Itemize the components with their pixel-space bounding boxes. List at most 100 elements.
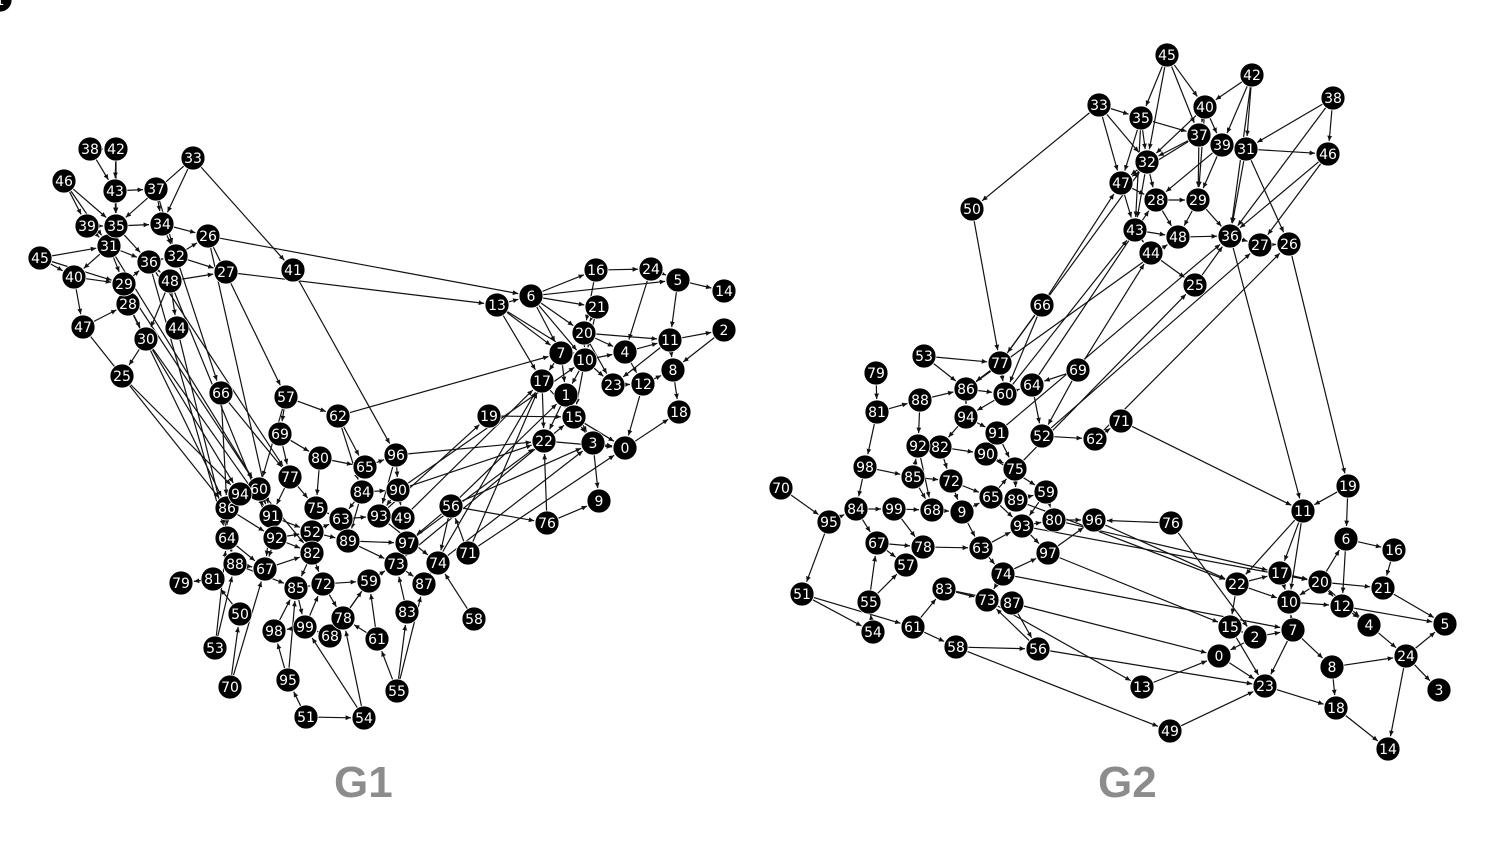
g1-node-40-circle [61,264,87,290]
g1-node-66-circle [208,380,234,406]
g1-node-23-label: 23 [604,378,622,394]
g1-node-1-label: 1 [562,388,571,404]
g1-edge-86-92 [236,513,265,532]
g2-edge-98-84 [857,478,864,497]
g2-node-71-circle [1108,408,1134,434]
g2-edge-44-25 [1160,259,1185,278]
g2-node-49: 49 [1157,718,1183,744]
g1-node-42-label: 42 [107,142,125,158]
g2-node-90-label: 90 [977,447,995,463]
g1-node-57-circle [273,384,299,410]
g1-node-1: 1 [553,382,579,408]
g1-node-25-circle [109,363,135,389]
g1-edge-30-91 [152,348,264,506]
g2-node-21-circle [1370,575,1396,601]
g2-edge-81-88 [888,402,908,410]
g1-node-83: 83 [394,599,420,625]
g1-node-66: 66 [208,380,234,406]
g1-node-70: 70 [217,674,243,700]
g2-node-90-circle [973,441,999,467]
g2-edge-47-28 [1131,187,1145,195]
g2-edge-85-68 [918,487,927,499]
g1-node-88: 88 [222,551,248,577]
g1-node-74-label: 74 [429,556,447,572]
g1-edge-54-78 [344,630,363,707]
g2-edge-62-71 [1104,427,1111,434]
g2-node-2-label: 2 [1251,630,1260,646]
g2-node-1-circle [0,0,13,13]
g2-node-32: 32 [1134,149,1160,175]
g2-node-80-circle [1041,507,1067,533]
g2-node-71-label: 71 [1112,414,1130,430]
g2-node-37-circle [1186,122,1212,148]
g2-node-11-circle [1290,498,1316,524]
g2-edge-11-22 [1245,519,1296,575]
g1-node-0-label: 0 [621,441,630,457]
g2-node-79-label: 79 [867,366,885,382]
g2-node-92-label: 92 [909,439,927,455]
g1-edge-83-73 [397,576,405,601]
g1-edge-56-1 [459,403,558,499]
g2-node-97: 97 [1035,540,1061,566]
g1-node-23: 23 [600,372,626,398]
g2-edge-38-46 [1327,109,1333,142]
g2-node-93-circle [1009,513,1035,539]
g2-node-50-label: 50 [963,202,981,218]
g1-edge-0-18 [634,418,669,442]
g2-node-77-circle [987,350,1013,376]
g1-edge-26-91 [210,247,270,504]
g2-edge-37-29 [1195,146,1201,188]
g1-edge-80-75 [315,469,320,496]
g2-node-62-label: 62 [1086,432,1104,448]
g1-node-62-label: 62 [329,409,347,425]
g2-node-47: 47 [1108,170,1134,196]
g1-node-93-circle [366,503,392,529]
g2-node-64-label: 64 [1023,378,1041,394]
g1-node-87-circle [411,571,437,597]
g1-node-2: 2 [711,317,737,343]
g2-edge-55-57 [877,573,898,594]
g1-node-65-label: 65 [356,460,374,476]
g1-node-85-label: 85 [287,581,305,597]
g2-edge-65-93 [999,504,1013,518]
g2-node-67-label: 67 [868,536,886,552]
g1-edge-13-17 [502,314,536,371]
g1-node-88-circle [222,551,248,577]
g2-edge-60-94 [976,399,996,411]
g1-node-67-circle [252,556,278,582]
g1-node-82-circle [299,540,325,566]
g2-node-51-circle [789,581,815,607]
g1-node-94-circle [227,481,253,507]
g2-node-95-label: 95 [820,515,838,531]
g2-node-76-label: 76 [1162,516,1180,532]
g2-node-57-circle [893,552,919,578]
g1-edge-15-3 [580,426,586,433]
g1-edge-74-3 [447,450,584,557]
g2-node-96: 96 [1081,507,1107,533]
g1-node-95: 95 [275,667,301,693]
g2-node-56-circle [1025,636,1051,662]
g2-edge-25-36 [1201,246,1223,276]
g1-node-78: 78 [330,605,356,631]
g2-edge-51-61 [813,596,901,625]
g1-node-53-label: 53 [206,641,224,657]
g2-node-22-circle [1224,571,1250,597]
g2-edge-20-21 [1331,582,1371,589]
g2-edge-99-78 [900,518,916,538]
g1-node-20: 20 [571,320,597,346]
g2-edge-47-43 [1123,194,1133,218]
g1-node-33-circle [180,145,206,171]
g2-node-8-circle [1319,654,1345,680]
g1-node-8: 8 [660,357,686,383]
g2-node-51: 51 [789,581,815,607]
g2-node-12: 12 [1329,593,1355,619]
g1-node-76: 76 [534,510,560,536]
g2-node-43: 43 [1122,217,1148,243]
g1-node-30-label: 30 [137,332,155,348]
g2-node-31-circle [1233,136,1259,162]
g2-node-20-circle [1307,569,1333,595]
g2-node-1-label: 1 [0,0,4,9]
g2-node-66-label: 66 [1033,298,1051,314]
g2-node-91-label: 91 [988,426,1006,442]
g1-node-89: 89 [335,528,361,554]
